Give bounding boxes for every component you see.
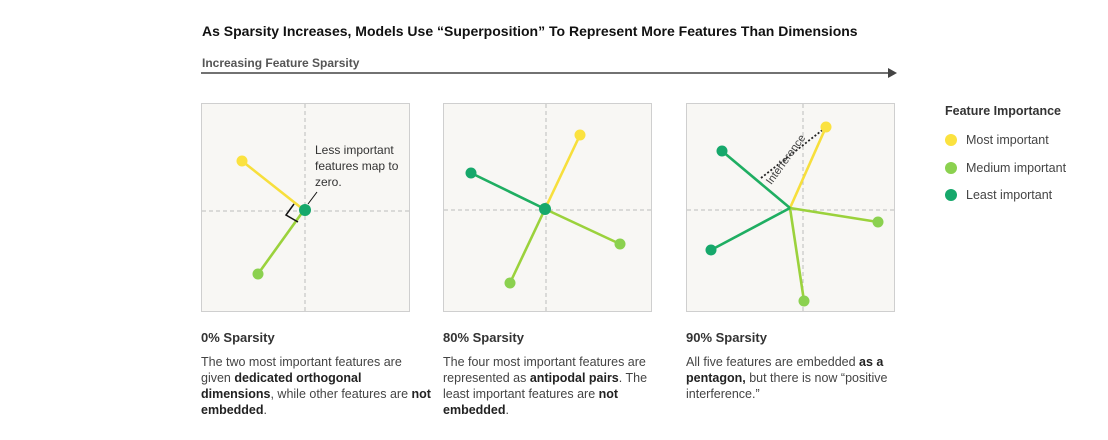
feature-dot-green — [465, 167, 477, 179]
legend-item-least-important: Least important — [945, 185, 1066, 205]
legend-dot-lime — [945, 161, 957, 174]
legend-dot-yellow — [945, 134, 957, 146]
description-text: . — [263, 403, 267, 417]
legend-title: Feature Importance — [945, 104, 1062, 118]
legend-label: Least important — [966, 188, 1053, 202]
feature-dot-lime — [252, 268, 264, 280]
description-text: All five features are embedded — [686, 355, 860, 369]
panel-90-diagram — [687, 104, 896, 313]
feature-dot-yellow — [574, 129, 586, 141]
panel-0-diagram — [202, 104, 411, 313]
legend-item-medium-important: Medium important — [945, 158, 1066, 178]
description-emphasis: antipodal pairs — [529, 371, 619, 385]
feature-dot-yellow — [820, 121, 832, 133]
sparsity-axis-arrow — [201, 68, 897, 78]
sparsity-axis-label: Increasing Feature Sparsity — [202, 56, 360, 70]
description-text: , while other features are — [270, 387, 412, 401]
panel-90-sparsity: Interference — [686, 103, 896, 313]
feature-vector-green — [721, 150, 791, 209]
feature-vector-lime-2 — [544, 207, 621, 246]
annotation-pointer — [307, 191, 318, 205]
feature-dot-lime-2 — [798, 295, 810, 307]
feature-importance-legend: Feature Importance Most important Medium… — [945, 104, 1066, 213]
legend-dot-green — [945, 189, 957, 201]
legend-label: Most important — [966, 133, 1049, 147]
description-emphasis: not embedded — [443, 387, 619, 417]
feature-vector-green — [470, 171, 546, 211]
feature-dot-lime — [872, 216, 884, 228]
panel-heading: 80% Sparsity — [443, 330, 524, 345]
description-emphasis: dedicated orthogonal dimensions — [201, 371, 362, 401]
panel-0-sparsity: Less important features map to zero. — [201, 103, 411, 313]
description-emphasis: as a pentagon, — [686, 355, 884, 385]
feature-vector-lime — [508, 208, 547, 284]
caption-0-sparsity: 0% Sparsity The two most important featu… — [201, 330, 431, 418]
feature-vector-lime — [789, 206, 879, 224]
feature-vector-yellow — [543, 134, 582, 210]
panel-80-sparsity — [443, 103, 653, 313]
description-text: but there is now “positive interference.… — [686, 371, 888, 401]
panel-80-diagram — [444, 104, 653, 313]
panel-description: The four most important features are rep… — [443, 354, 673, 418]
caption-90-sparsity: 90% Sparsity All five features are embed… — [686, 330, 916, 402]
feature-dot-lime-2 — [614, 238, 626, 250]
description-emphasis: not embedded — [201, 387, 431, 417]
zero-mapping-annotation: Less important features map to zero. — [315, 143, 399, 189]
feature-vector-yellow — [241, 159, 305, 212]
chart-title: As Sparsity Increases, Models Use “Super… — [202, 23, 858, 39]
feature-dot-green — [299, 204, 311, 216]
feature-dot-green-center — [539, 203, 551, 215]
description-text: . The least important features are — [443, 371, 648, 401]
legend-label: Medium important — [966, 160, 1067, 175]
feature-dot-green-2 — [705, 244, 717, 256]
orthogonal-marker — [284, 203, 299, 223]
feature-vector-lime-2 — [788, 207, 806, 302]
panel-heading: 0% Sparsity — [201, 330, 275, 345]
feature-dot-yellow — [236, 155, 248, 167]
panel-heading: 90% Sparsity — [686, 330, 767, 345]
caption-80-sparsity: 80% Sparsity The four most important fea… — [443, 330, 673, 418]
interference-line — [760, 127, 826, 179]
description-text: . — [505, 403, 509, 417]
panel-description: The two most important features are give… — [201, 354, 431, 418]
legend-item-most-important: Most important — [945, 130, 1066, 150]
feature-vector-green-2 — [710, 206, 791, 252]
description-text: The four most important features are rep… — [443, 355, 646, 385]
feature-vector-yellow — [788, 126, 828, 209]
feature-dot-green — [716, 145, 728, 157]
panel-description: All five features are embedded as a pent… — [686, 354, 916, 402]
feature-dot-lime — [504, 277, 516, 289]
feature-vector-lime — [256, 209, 306, 275]
description-text: The two most important features are give… — [201, 355, 402, 385]
